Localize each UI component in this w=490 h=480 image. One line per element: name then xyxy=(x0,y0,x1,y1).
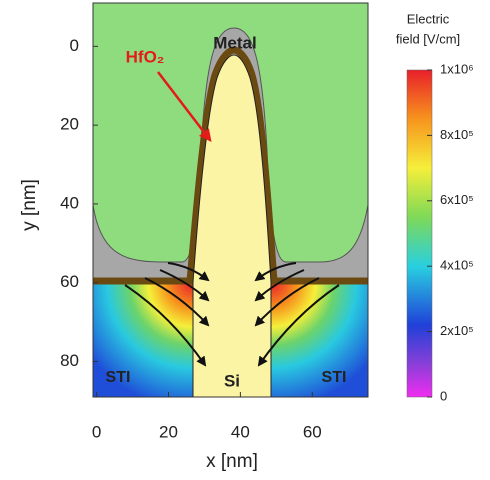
hfo2-pointer xyxy=(157,71,212,142)
sti-left xyxy=(93,282,193,397)
plot-frame xyxy=(92,2,369,398)
y-tick-label: 60 xyxy=(60,272,79,291)
x-tick-label: 60 xyxy=(303,422,322,441)
colorbar-label: field [V/cm] xyxy=(396,31,460,46)
x-tick-label: 0 xyxy=(92,422,101,441)
si-fin xyxy=(192,54,272,397)
annotation: STI xyxy=(322,369,347,386)
y-tick-label: 20 xyxy=(60,115,79,134)
colorbar-tick-label: 8x10⁵ xyxy=(440,127,474,142)
x-tick-label: 40 xyxy=(231,422,250,441)
field-arrows xyxy=(124,262,340,367)
hfo2-layer xyxy=(93,46,368,285)
colorbar-tick-label: 2x10⁵ xyxy=(440,323,474,338)
annotation: HfO₂ xyxy=(126,47,165,66)
colorbar xyxy=(406,69,433,398)
annotation: Metal xyxy=(213,33,256,52)
y-tick-label: 80 xyxy=(60,351,79,370)
x-tick-label: 20 xyxy=(159,422,178,441)
colorbar-tick-label: 4x10⁵ xyxy=(440,258,474,273)
y-tick-label: 40 xyxy=(60,193,79,212)
field-plot xyxy=(93,3,368,397)
sti-right xyxy=(271,282,368,397)
annotation: STI xyxy=(106,369,131,386)
colorbar-label: Electric xyxy=(407,11,450,26)
annotation: Si xyxy=(224,371,240,390)
y-tick-label: 0 xyxy=(70,36,79,55)
x-axis-label: x [nm] xyxy=(206,451,258,472)
colorbar-tick-label: 6x10⁵ xyxy=(440,192,474,207)
y-axis-label: y [nm] xyxy=(19,179,40,231)
colorbar-tick-label: 0 xyxy=(440,388,447,403)
colorbar-tick-label: 1x10⁶ xyxy=(440,61,474,76)
